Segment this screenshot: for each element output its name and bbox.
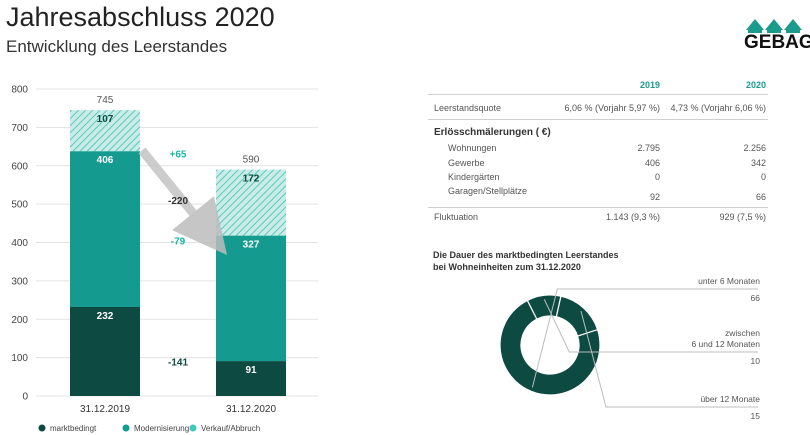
cell-2020: 66 — [755, 192, 766, 202]
row-label: Garagen/Stellplätze — [448, 186, 528, 196]
column-header: 2020 — [745, 80, 766, 90]
bar-total-label: 745 — [97, 95, 114, 106]
y-tick-label: 600 — [11, 161, 28, 172]
bar-value-label: 406 — [97, 155, 114, 166]
bar-segment — [216, 235, 286, 362]
bar-value-label: 172 — [243, 174, 260, 185]
cell-2020: 0 — [760, 172, 766, 182]
row-label: Kindergärten — [448, 172, 500, 182]
cell-2020: 4,73 % (Vorjahr 6,06 %) — [670, 103, 766, 113]
change-arrow — [138, 147, 228, 256]
row-label: Leerstandsquote — [434, 103, 502, 113]
legend-label: Verkauf/Abbruch — [201, 424, 260, 433]
cell-2019: 2.795 — [637, 143, 660, 153]
bar-value-label: 327 — [243, 240, 260, 251]
table-row: Wohnungen 2.795 2.256 — [428, 143, 768, 155]
legend-marker — [189, 424, 197, 432]
table-header-row: 2019 2020 — [428, 80, 768, 92]
donut-slice-label: zwischen — [725, 328, 760, 338]
table-divider — [428, 207, 768, 208]
y-tick-label: 300 — [11, 276, 28, 287]
y-tick-label: 800 — [11, 85, 28, 96]
table-row: Gewerbe 406 342 — [428, 158, 768, 170]
x-tick-label: 31.12.2020 — [226, 404, 276, 415]
cell-2019: 0 — [654, 172, 660, 182]
row-label: Wohnungen — [448, 143, 497, 153]
legend-label: Modernisierung — [134, 424, 189, 433]
row-label: Gewerbe — [448, 158, 485, 168]
page-subtitle: Entwicklung des Leerstandes — [6, 37, 228, 56]
donut-slice — [499, 299, 601, 396]
table-row: Erlösschmälerungen ( €) — [428, 127, 768, 139]
legend-marker — [122, 424, 130, 432]
bar-segment — [216, 169, 286, 236]
row-label: Fluktuation — [434, 212, 479, 222]
bar-value-label: 107 — [97, 114, 114, 125]
donut-slice-value: 66 — [751, 293, 761, 303]
table-row: Leerstandsquote 6,06 % (Vorjahr 5,97 %) … — [428, 103, 768, 115]
bar-segment — [70, 151, 140, 307]
bar-value-label: 232 — [97, 311, 114, 322]
donut-slice-value: 15 — [751, 411, 761, 421]
donut-slice-label: über 12 Monate — [700, 394, 760, 404]
x-tick-label: 31.12.2019 — [80, 404, 130, 415]
annotation-label: -79 — [171, 236, 186, 247]
table-row: Garagen/Stellplätze — [428, 186, 768, 198]
annotation-label: -220 — [168, 196, 188, 207]
table-divider — [428, 119, 768, 120]
row-label: Erlösschmälerungen ( €) — [434, 127, 551, 138]
table-row: Fluktuation 1.143 (9,3 %) 929 (7,5 %) — [428, 212, 768, 224]
column-header: 2019 — [639, 80, 660, 90]
bar-total-label: 590 — [243, 155, 260, 166]
donut-leader-line — [531, 288, 758, 388]
donut-slice-label: 6 und 12 Monaten — [691, 339, 760, 349]
house-roofs-icon — [746, 19, 802, 33]
donut-title-line: bei Wohneinheiten zum 31.12.2020 — [433, 262, 581, 272]
donut-title-line: Die Dauer des marktbedingten Leerstandes — [433, 250, 619, 260]
legend-marker — [38, 424, 46, 432]
donut-leader-line — [543, 299, 758, 353]
annotation-label: +65 — [170, 150, 187, 161]
donut-slice-label: unter 6 Monaten — [698, 276, 760, 286]
y-tick-label: 700 — [11, 123, 28, 134]
y-tick-label: 500 — [11, 200, 28, 211]
bar-segment — [216, 361, 286, 396]
cell-2019: 406 — [644, 158, 660, 168]
cell-2019: 1.143 (9,3 %) — [605, 212, 660, 222]
annotation-label: -141 — [168, 357, 188, 368]
legend-label: marktbedingt — [50, 424, 97, 433]
y-tick-label: 400 — [11, 238, 28, 249]
cell-2019: 92 — [649, 192, 660, 202]
bar-segment — [70, 110, 140, 152]
cell-2020: 929 (7,5 %) — [719, 212, 766, 222]
page-title: Jahresabschluss 2020 — [6, 2, 275, 32]
donut-slice — [555, 295, 599, 337]
donut-leader-line — [580, 310, 758, 408]
y-tick-label: 200 — [11, 315, 28, 326]
leerstand-bar-chart: 0 100 200 300 400 500 600 700 800 232 406 107 745 31.… — [11, 85, 318, 433]
y-tick-label: 0 — [22, 392, 28, 403]
logo-text: GEBAG — [744, 32, 810, 53]
gebag-logo: GEBAG — [744, 10, 810, 56]
table-row-values: 92 66 — [428, 192, 768, 204]
donut-slice-value: 10 — [751, 356, 761, 366]
table-divider — [428, 94, 768, 95]
cell-2020: 2.256 — [743, 143, 766, 153]
cell-2019: 6,06 % (Vorjahr 5,97 %) — [564, 103, 660, 113]
bar-value-label: 91 — [245, 365, 257, 376]
bar-segment — [70, 306, 140, 396]
y-tick-label: 100 — [11, 353, 28, 364]
donut-chart-title: Die Dauer des marktbedingten Leerstandes… — [433, 249, 619, 273]
cell-2020: 342 — [750, 158, 766, 168]
table-row: Kindergärten 0 0 — [428, 172, 768, 184]
